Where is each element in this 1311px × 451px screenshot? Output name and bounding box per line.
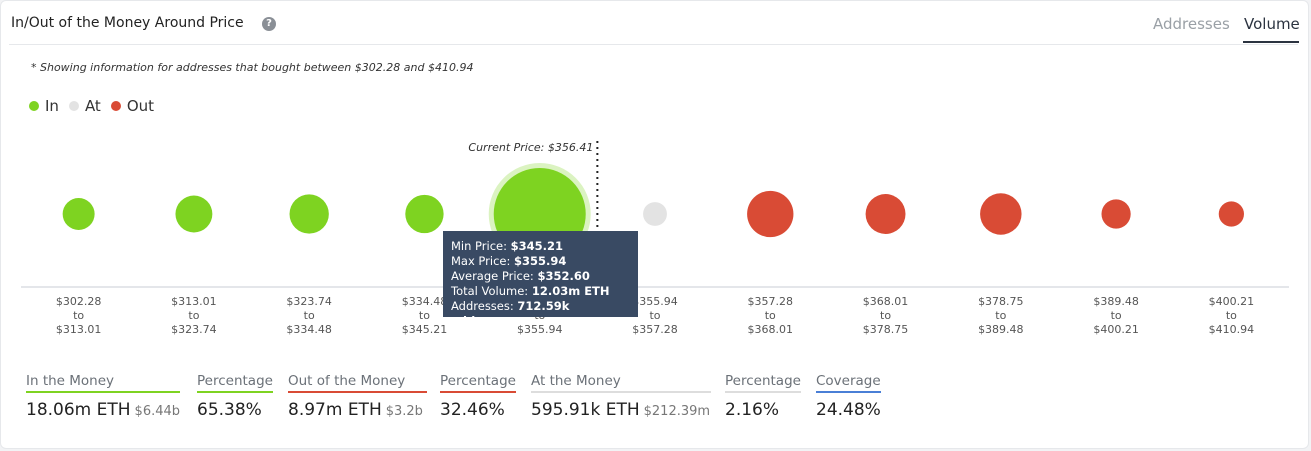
header-divider bbox=[9, 44, 1298, 45]
tick-label-to: $345.21 bbox=[402, 323, 448, 336]
tick-label-to: $389.48 bbox=[978, 323, 1024, 336]
tick-label-from: $302.28 bbox=[56, 295, 102, 308]
tick-label-from: $313.01 bbox=[171, 295, 217, 308]
chart-legend: In At Out bbox=[29, 97, 164, 115]
bubble-in-3[interactable] bbox=[405, 194, 444, 234]
summary-at-the-money: At the Money 595.91k ETH $212.39m bbox=[531, 373, 711, 420]
tick-label-from: $334.48 bbox=[402, 295, 448, 308]
summary-in-the-money: In the Money 18.06m ETH $6.44b bbox=[26, 373, 181, 420]
tick-label-separator: to bbox=[1111, 309, 1122, 322]
summary-out-percentage: Percentage 32.46% bbox=[440, 373, 516, 420]
page-title: In/Out of the Money Around Price bbox=[11, 15, 244, 31]
legend-label-at: At bbox=[84, 97, 101, 115]
bubble-chart: $302.28to$313.01$313.01to$323.74$323.74t… bbox=[21, 141, 1289, 336]
bubble-out-8[interactable] bbox=[980, 193, 1022, 235]
tooltip-total-volume: Total Volume: 12.03m ETH bbox=[451, 284, 610, 298]
tick-label-separator: to bbox=[995, 309, 1006, 322]
summary-coverage: Coverage 24.48% bbox=[816, 373, 881, 420]
tooltip-max-price: Max Price: $355.94 bbox=[451, 254, 567, 268]
tick-label-from: $400.21 bbox=[1209, 295, 1255, 308]
tick-label-from: $368.01 bbox=[863, 295, 909, 308]
tick-label-from: $357.28 bbox=[748, 295, 794, 308]
legend-item-at[interactable]: At bbox=[68, 97, 101, 115]
tick-label-to: $410.94 bbox=[1209, 323, 1255, 336]
summary-value: 8.97m ETH $3.2b bbox=[288, 400, 423, 420]
summary-value: 595.91k ETH $212.39m bbox=[531, 400, 711, 420]
bubble-out-6[interactable] bbox=[747, 190, 794, 238]
summary-out-of-the-money: Out of the Money 8.97m ETH $3.2b bbox=[288, 373, 428, 420]
bubble-in-1[interactable] bbox=[175, 195, 213, 233]
summary-label: Percentage bbox=[725, 373, 801, 393]
tick-label-separator: to bbox=[304, 309, 315, 322]
summary-label: In the Money bbox=[26, 373, 181, 393]
legend-label-out: Out bbox=[126, 97, 155, 115]
tick-label-from: $355.94 bbox=[632, 295, 678, 308]
legend-dot-at bbox=[68, 101, 79, 111]
tab-volume[interactable]: Volume bbox=[1244, 15, 1300, 33]
bubble-in-0[interactable] bbox=[62, 198, 95, 230]
tick-label-to: $378.75 bbox=[863, 323, 909, 336]
summary-value: 24.48% bbox=[816, 400, 881, 420]
tick-label-separator: to bbox=[765, 309, 776, 322]
tick-label-from: $323.74 bbox=[286, 295, 332, 308]
bubble-out-10[interactable] bbox=[1218, 201, 1244, 227]
tick-label-separator: to bbox=[188, 309, 199, 322]
bubble-out-7[interactable] bbox=[865, 194, 906, 234]
summary-value: 32.46% bbox=[440, 400, 505, 420]
summary-label: Percentage bbox=[440, 373, 516, 393]
bubble-at-5[interactable] bbox=[643, 202, 667, 226]
tick-label-to: $368.01 bbox=[748, 323, 794, 336]
tick-label-separator: to bbox=[419, 309, 430, 322]
tooltip-min-price: Min Price: $345.21 bbox=[451, 239, 564, 253]
tick-label-to: $334.48 bbox=[286, 323, 332, 336]
tooltip-avg-price: Average Price: $352.60 bbox=[451, 269, 590, 283]
tooltip-addresses: Addresses: 712.59k addresses bbox=[451, 299, 570, 328]
current-price-label: Current Price: $356.41 bbox=[468, 141, 593, 154]
summary-in-percentage: Percentage 65.38% bbox=[197, 373, 273, 420]
active-tab-indicator bbox=[1243, 41, 1299, 43]
summary-label: Percentage bbox=[197, 373, 273, 393]
legend-label-in: In bbox=[45, 97, 59, 115]
tick-label-to: $355.94 bbox=[517, 323, 563, 336]
legend-dot-out bbox=[110, 101, 121, 111]
summary-label: Out of the Money bbox=[288, 373, 428, 393]
tick-label-from: $378.75 bbox=[978, 295, 1024, 308]
tick-label-separator: to bbox=[880, 309, 891, 322]
summary-label: Coverage bbox=[816, 373, 881, 393]
tick-label-to: $313.01 bbox=[56, 323, 102, 336]
legend-item-out[interactable]: Out bbox=[110, 97, 155, 115]
summary-value: 18.06m ETH $6.44b bbox=[26, 400, 181, 420]
tick-label-from: $389.48 bbox=[1093, 295, 1139, 308]
bubble-in-2[interactable] bbox=[289, 194, 329, 234]
tick-label-separator: to bbox=[73, 309, 84, 322]
tick-label-to: $357.28 bbox=[632, 323, 678, 336]
legend-dot-in bbox=[29, 101, 39, 111]
summary-label: At the Money bbox=[531, 373, 711, 393]
tick-label-to: $323.74 bbox=[171, 323, 217, 336]
bubble-out-9[interactable] bbox=[1101, 199, 1131, 229]
summary-value: 2.16% bbox=[725, 400, 780, 420]
tick-label-separator: to bbox=[1226, 309, 1237, 322]
bucket-tooltip: Min Price: $345.21 Max Price: $355.94 Av… bbox=[443, 231, 638, 328]
tick-label-to: $400.21 bbox=[1093, 323, 1139, 336]
summary-at-percentage: Percentage 2.16% bbox=[725, 373, 801, 420]
tab-addresses[interactable]: Addresses bbox=[1153, 15, 1230, 33]
summary-value: 65.38% bbox=[197, 400, 262, 420]
help-icon[interactable]: ? bbox=[262, 17, 276, 31]
tick-label-separator: to bbox=[649, 309, 660, 322]
legend-item-in[interactable]: In bbox=[29, 97, 59, 115]
range-note: * Showing information for addresses that… bbox=[31, 61, 474, 74]
